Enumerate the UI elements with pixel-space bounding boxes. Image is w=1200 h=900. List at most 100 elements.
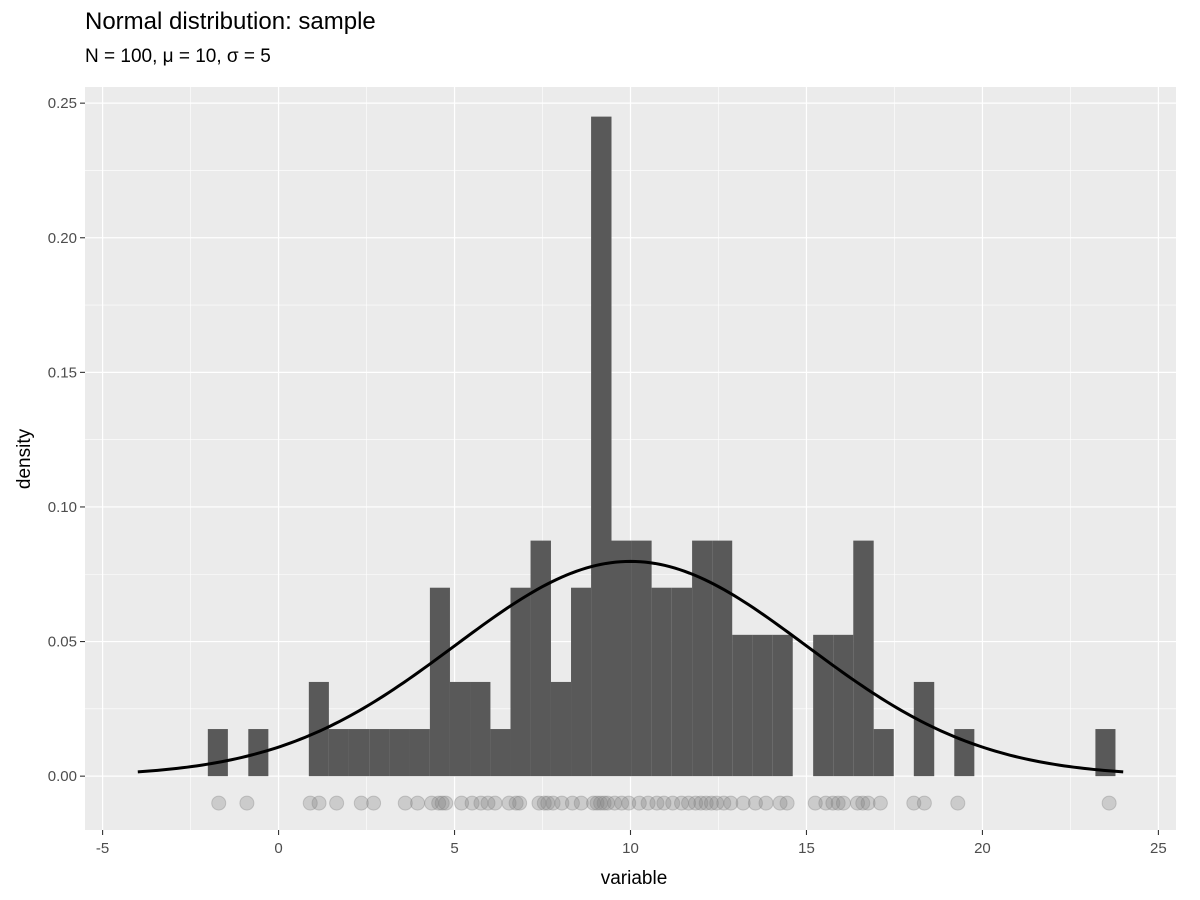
rug-point [688, 795, 704, 811]
rug-point [366, 795, 382, 811]
y-tick-label: 0.15 [48, 364, 77, 381]
rug-point [593, 795, 609, 811]
rug-point [709, 795, 725, 811]
rug-point [772, 795, 788, 811]
rug-point [545, 795, 561, 811]
rug-point [830, 795, 846, 811]
rug-point [454, 795, 470, 811]
rug-point [438, 795, 454, 811]
histogram-bar [449, 681, 471, 777]
histogram-bar [369, 729, 390, 777]
rug-point [302, 795, 318, 811]
histogram-bar [873, 729, 894, 777]
rug-point [589, 795, 605, 811]
rug-point [779, 795, 795, 811]
y-tick-label: 0.25 [48, 95, 77, 112]
y-tick-label: 0.05 [48, 634, 77, 651]
rug-point [353, 795, 369, 811]
x-axis-title: variable [601, 868, 668, 889]
x-tick-label: 5 [450, 840, 458, 857]
rug-point [649, 795, 665, 811]
histogram-bar [913, 681, 935, 777]
rug-point [554, 795, 570, 811]
histogram-bar [207, 729, 228, 777]
histogram-bar [611, 540, 632, 777]
chart-subtitle: N = 100, μ = 10, σ = 5 [85, 46, 271, 67]
histogram-bar [833, 634, 854, 777]
histogram-bar [591, 116, 612, 777]
rug-point [508, 795, 524, 811]
histogram-bar [772, 634, 793, 777]
y-tick-label: 0.00 [48, 768, 77, 785]
histogram-bar [813, 634, 834, 777]
rug-point [807, 795, 823, 811]
rug-point [703, 795, 719, 811]
rug-point [916, 795, 932, 811]
rug-point [473, 795, 489, 811]
histogram-bar [389, 729, 410, 777]
rug-point [698, 795, 714, 811]
histogram-bar [429, 587, 450, 777]
x-tick-label: 15 [798, 840, 815, 857]
rug-points [211, 795, 1117, 811]
rug-point [906, 795, 922, 811]
y-tick-label: 0.20 [48, 230, 77, 247]
y-axis: 0.00 0.05 0.10 0.15 0.20 0.25 [48, 95, 85, 785]
rug-point [693, 795, 709, 811]
rug-point [586, 795, 602, 811]
rug-point [607, 795, 623, 811]
histogram-bar [571, 587, 592, 777]
rug-point [501, 795, 517, 811]
rug-point [431, 795, 447, 811]
x-tick-label: -5 [96, 840, 109, 857]
histogram-bar [732, 634, 753, 777]
histogram-bar [671, 587, 693, 777]
histogram-bar [712, 540, 733, 777]
y-axis-title: density [14, 428, 35, 489]
x-tick-label: 0 [274, 840, 282, 857]
x-tick-label: 10 [622, 840, 639, 857]
rug-point [950, 795, 966, 811]
rug-point [835, 795, 851, 811]
rug-point [621, 795, 637, 811]
histogram-bar [308, 681, 329, 777]
histogram-bar [490, 729, 511, 777]
rug-point [424, 795, 440, 811]
rug-point [540, 795, 556, 811]
histogram-bar [692, 540, 713, 777]
rug-point [239, 795, 255, 811]
x-tick-label: 25 [1150, 840, 1167, 857]
rug-point [747, 795, 763, 811]
rug-point [614, 795, 630, 811]
rug-point [536, 795, 552, 811]
rug-point [656, 795, 672, 811]
chart-title: Normal distribution: sample [85, 8, 376, 35]
rug-point [681, 795, 697, 811]
y-tick-label: 0.10 [48, 499, 77, 516]
histogram-bar [348, 729, 370, 777]
histogram-bar [752, 634, 773, 777]
histogram-bar [1095, 729, 1116, 777]
rug-point [487, 795, 503, 811]
rug-point [631, 795, 647, 811]
rug-point [596, 795, 612, 811]
rug-point [758, 795, 774, 811]
histogram-bar [409, 729, 430, 777]
rug-point [860, 795, 876, 811]
histogram-bar [631, 540, 652, 777]
histogram-bars [207, 116, 1116, 777]
rug-point [872, 795, 888, 811]
rug-point [855, 795, 871, 811]
histogram-bar [853, 540, 874, 777]
histogram-bar [651, 587, 672, 777]
x-tick-label: 20 [974, 840, 991, 857]
rug-point [723, 795, 739, 811]
rug-point [825, 795, 841, 811]
rug-point [329, 795, 345, 811]
rug-point [818, 795, 834, 811]
rug-point [640, 795, 656, 811]
rug-point [716, 795, 732, 811]
rug-point [674, 795, 690, 811]
histogram-bar [510, 587, 531, 777]
